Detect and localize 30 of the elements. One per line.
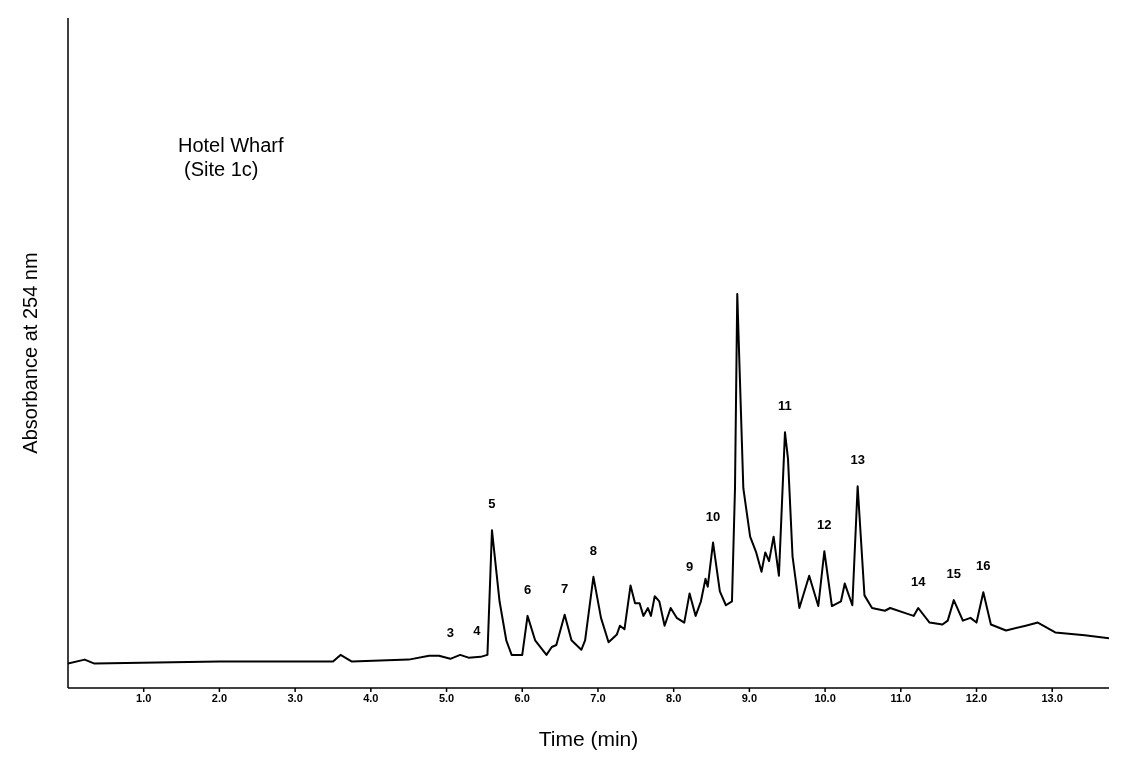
chart-title: Hotel Wharf (Site 1c): [178, 133, 284, 181]
annotation: 13: [850, 452, 865, 468]
annotation: 12: [817, 517, 832, 533]
x-axis-title: Time (min): [538, 727, 639, 750]
x-tick-label: 3.0: [287, 691, 303, 704]
x-tick-label: 8.0: [666, 691, 682, 704]
annotation: 11: [778, 398, 792, 414]
x-tick-label: 11.0: [890, 691, 912, 704]
x-tick-label: 9.0: [741, 691, 758, 704]
x-tick-label: 10.0: [814, 691, 836, 704]
annotation: 9: [685, 559, 694, 575]
annotation: 4: [473, 622, 482, 638]
x-tick-label: 4.0: [363, 691, 379, 704]
annotation: 15: [946, 566, 962, 582]
x-tick-label: 5.0: [438, 691, 455, 704]
x-tick-label: 13.0: [1041, 691, 1063, 704]
x-tick-label: 6.0: [514, 691, 530, 704]
x-tick-label: 12.0: [965, 691, 988, 704]
x-tick-label: 1.0: [136, 691, 152, 704]
x-tick-label: 7.0: [590, 691, 606, 704]
y-axis-title: Absorbance at 254 nm: [19, 252, 42, 454]
annotation: 3: [446, 624, 454, 640]
annotation: 6: [523, 581, 532, 597]
annotation: 7: [561, 580, 569, 596]
annotation: 5: [488, 496, 496, 512]
annotation: 10: [705, 508, 721, 524]
annotation: 8: [589, 542, 598, 558]
annotation: 16: [976, 558, 991, 574]
annotation: 14: [910, 573, 927, 589]
x-tick-label: 2.0: [211, 691, 228, 704]
